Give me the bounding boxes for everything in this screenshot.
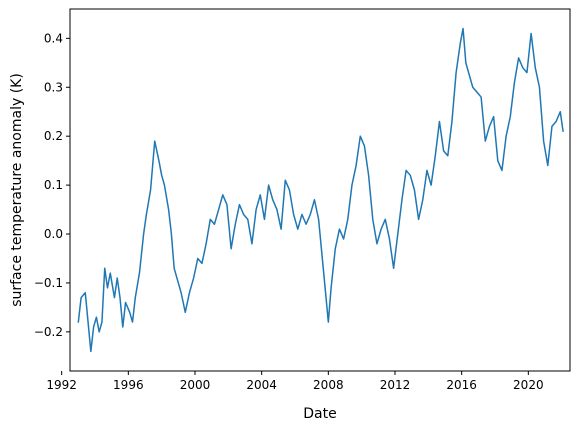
y-tick-label: 0.4 <box>44 31 63 45</box>
x-tick-label: 1992 <box>46 378 77 392</box>
y-tick-label: −0.2 <box>34 325 63 339</box>
x-axis-ticks: 1992 1996 2000 2004 2008 2012 2016 2020 <box>46 371 544 392</box>
y-tick-label: 0.2 <box>44 129 63 143</box>
series-layer <box>77 27 564 353</box>
x-tick-label: 2020 <box>513 378 544 392</box>
y-tick-label: 0.3 <box>44 80 63 94</box>
x-tick-label: 1996 <box>113 378 144 392</box>
x-axis-title: Date <box>303 406 336 422</box>
series-line-0 <box>77 27 564 353</box>
plot-frame <box>69 8 571 372</box>
y-tick-label: 0.1 <box>44 178 63 192</box>
x-tick-label: 2000 <box>180 378 211 392</box>
y-tick-label: −0.1 <box>34 276 63 290</box>
x-tick-label: 2008 <box>313 378 344 392</box>
y-tick-label: 0.0 <box>44 227 63 241</box>
x-tick-label: 2016 <box>446 378 477 392</box>
x-tick-label: 2012 <box>380 378 411 392</box>
x-tick-label: 2004 <box>246 378 277 392</box>
y-axis-ticks: −0.2 −0.1 0.0 0.1 0.2 0.3 0.4 <box>34 31 70 339</box>
y-axis-title: surface temperature anomaly (K) <box>9 73 25 307</box>
